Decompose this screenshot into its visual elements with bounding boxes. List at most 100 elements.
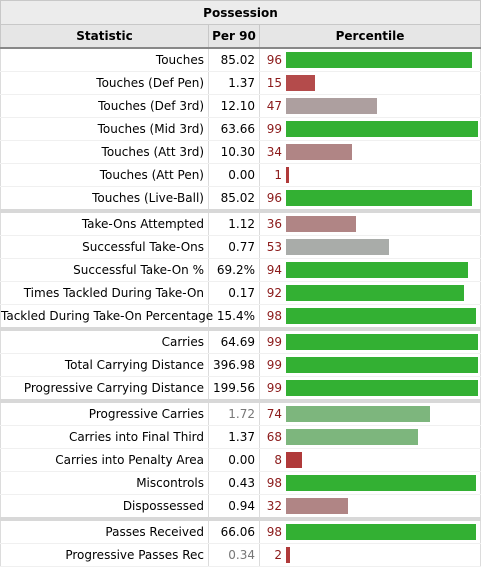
percentile-cell: 15: [259, 71, 481, 95]
table-row: Times Tackled During Take-On 0.17 92: [0, 281, 481, 305]
per90-cell: 63.66: [208, 117, 260, 141]
percentile-bar-track: [286, 334, 480, 350]
per90-cell: 85.02: [208, 186, 260, 212]
percentile-bar: [286, 167, 289, 183]
percentile-cell: 68: [259, 425, 481, 449]
stat-name-cell: Miscontrols: [0, 471, 209, 495]
table-row: Total Carrying Distance 396.98 99: [0, 353, 481, 377]
stat-name-cell: Carries into Final Third: [0, 425, 209, 449]
stat-name-cell: Progressive Passes Rec: [0, 543, 209, 567]
percentile-bar-track: [286, 239, 480, 255]
percentile-bar-track: [286, 75, 480, 91]
stat-name-cell: Touches: [0, 48, 209, 72]
percentile-cell: 98: [259, 517, 481, 544]
percentile-value: 34: [266, 145, 282, 159]
percentile-bar: [286, 452, 302, 468]
per90-cell: 1.72: [208, 399, 260, 426]
percentile-bar: [286, 524, 477, 540]
percentile-bar-track: [286, 52, 480, 68]
percentile-value: 98: [266, 476, 282, 490]
percentile-bar-track: [286, 190, 480, 206]
percentile-bar-track: [286, 429, 480, 445]
percentile-cell: 8: [259, 448, 481, 472]
percentile-wrap: 98: [260, 305, 480, 327]
stat-name-cell: Carries into Penalty Area: [0, 448, 209, 472]
table-row: Passes Received 66.06 98: [0, 517, 481, 544]
percentile-cell: 99: [259, 327, 481, 354]
table-caption-row: Possession: [0, 0, 481, 25]
table-row: Dispossessed 0.94 32: [0, 494, 481, 520]
stat-name-cell: Successful Take-On %: [0, 258, 209, 282]
percentile-bar: [286, 406, 430, 422]
percentile-value: 36: [266, 217, 282, 231]
column-header-statistic[interactable]: Statistic: [0, 24, 209, 49]
percentile-bar: [286, 380, 479, 396]
percentile-bar: [286, 308, 477, 324]
percentile-wrap: 36: [260, 213, 480, 235]
percentile-wrap: 92: [260, 282, 480, 304]
percentile-wrap: 96: [260, 49, 480, 71]
table-row: Touches 85.02 96: [0, 48, 481, 72]
percentile-value: 74: [266, 407, 282, 421]
table-row: Touches (Mid 3rd) 63.66 99: [0, 117, 481, 141]
percentile-wrap: 53: [260, 236, 480, 258]
table-row: Touches (Att 3rd) 10.30 34: [0, 140, 481, 164]
percentile-value: 99: [266, 358, 282, 372]
table-row: Successful Take-Ons 0.77 53: [0, 235, 481, 259]
percentile-wrap: 74: [260, 403, 480, 425]
percentile-bar: [286, 216, 356, 232]
percentile-cell: 99: [259, 353, 481, 377]
stat-name-cell: Take-Ons Attempted: [0, 209, 209, 236]
percentile-bar: [286, 429, 418, 445]
percentile-bar: [286, 475, 477, 491]
per90-cell: 1.12: [208, 209, 260, 236]
percentile-bar: [286, 262, 469, 278]
stat-name-cell: Touches (Mid 3rd): [0, 117, 209, 141]
percentile-value: 92: [266, 286, 282, 300]
percentile-bar-track: [286, 262, 480, 278]
table-row: Miscontrols 0.43 98: [0, 471, 481, 495]
percentile-wrap: 94: [260, 259, 480, 281]
percentile-bar-track: [286, 380, 480, 396]
percentile-cell: 98: [259, 304, 481, 330]
percentile-bar-track: [286, 452, 480, 468]
per90-cell: 69.2%: [208, 258, 260, 282]
per90-cell: 396.98: [208, 353, 260, 377]
column-header-percentile[interactable]: Percentile: [259, 24, 481, 49]
percentile-cell: 96: [259, 48, 481, 72]
percentile-bar: [286, 357, 479, 373]
percentile-bar-track: [286, 167, 480, 183]
percentile-bar: [286, 239, 389, 255]
percentile-value: 1: [274, 168, 282, 182]
stat-name-cell: Progressive Carrying Distance: [0, 376, 209, 402]
table-row: Progressive Carrying Distance 199.56 99: [0, 376, 481, 402]
percentile-cell: 96: [259, 186, 481, 212]
percentile-wrap: 99: [260, 354, 480, 376]
per90-cell: 0.34: [208, 543, 260, 567]
percentile-cell: 36: [259, 209, 481, 236]
table-row: Successful Take-On % 69.2% 94: [0, 258, 481, 282]
header-row: Statistic Per 90 Percentile: [0, 24, 481, 49]
percentile-bar-track: [286, 357, 480, 373]
percentile-wrap: 1: [260, 164, 480, 186]
percentile-cell: 94: [259, 258, 481, 282]
percentile-cell: 98: [259, 471, 481, 495]
table-row: Take-Ons Attempted 1.12 36: [0, 209, 481, 236]
percentile-cell: 47: [259, 94, 481, 118]
percentile-bar: [286, 98, 378, 114]
per90-cell: 199.56: [208, 376, 260, 402]
percentile-value: 99: [266, 335, 282, 349]
column-header-per90[interactable]: Per 90: [208, 24, 260, 49]
per90-cell: 66.06: [208, 517, 260, 544]
percentile-value: 8: [274, 453, 282, 467]
percentile-bar: [286, 52, 473, 68]
stat-name-cell: Total Carrying Distance: [0, 353, 209, 377]
percentile-bar-track: [286, 121, 480, 137]
stat-name-cell: Touches (Att Pen): [0, 163, 209, 187]
percentile-cell: 92: [259, 281, 481, 305]
percentile-bar-track: [286, 98, 480, 114]
per90-cell: 10.30: [208, 140, 260, 164]
percentile-bar: [286, 285, 465, 301]
percentile-wrap: 99: [260, 118, 480, 140]
